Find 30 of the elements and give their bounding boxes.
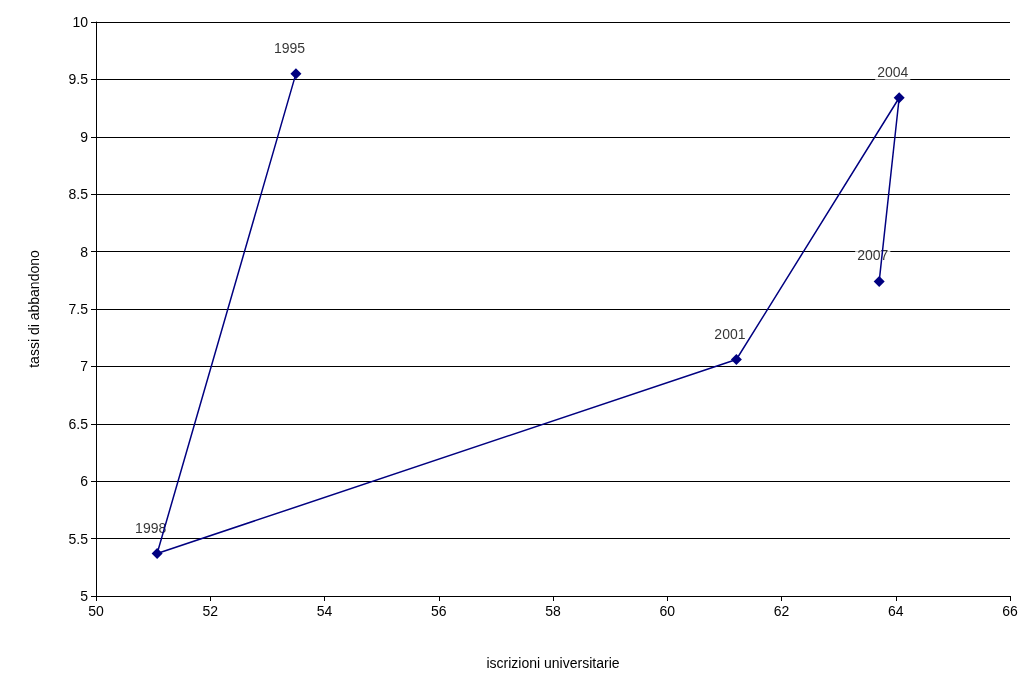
y-tick-label: 8.5 <box>68 186 89 203</box>
x-axis-title: iscrizioni universitarie <box>486 655 620 671</box>
x-tick-label: 66 <box>1002 603 1018 619</box>
y-tick-label: 9.5 <box>68 71 89 88</box>
y-tick-label: 6 <box>80 473 89 490</box>
annotation: 1995 <box>273 39 306 56</box>
point <box>730 354 742 366</box>
x-tick-label: 62 <box>773 603 790 619</box>
point <box>151 548 163 560</box>
x-tick-label: 50 <box>88 603 104 619</box>
x-tick-label: 60 <box>659 603 676 619</box>
point <box>873 275 885 287</box>
y-tick-label: 9 <box>80 128 89 145</box>
x-tick-label: 54 <box>316 603 333 619</box>
x-tick-label: 64 <box>887 603 904 619</box>
y-tick-label: 10 <box>72 14 89 30</box>
x-tick-label: 56 <box>430 603 447 619</box>
y-tick-label: 8 <box>80 243 89 260</box>
y-tick-label: 7.5 <box>68 301 89 317</box>
annotation: 2004 <box>877 63 909 80</box>
point <box>893 92 905 104</box>
y-tick-label: 5.5 <box>68 530 89 547</box>
y-axis-title: tassi di abbandono <box>26 250 42 368</box>
y-tick-label: 6.5 <box>68 415 89 432</box>
annotation: 2001 <box>714 325 746 342</box>
x-tick-label: 52 <box>202 603 219 619</box>
x-tick-label: 58 <box>545 603 561 619</box>
y-tick-label: 7 <box>80 358 89 375</box>
point <box>290 68 302 80</box>
y-tick-label: 5 <box>80 588 89 604</box>
